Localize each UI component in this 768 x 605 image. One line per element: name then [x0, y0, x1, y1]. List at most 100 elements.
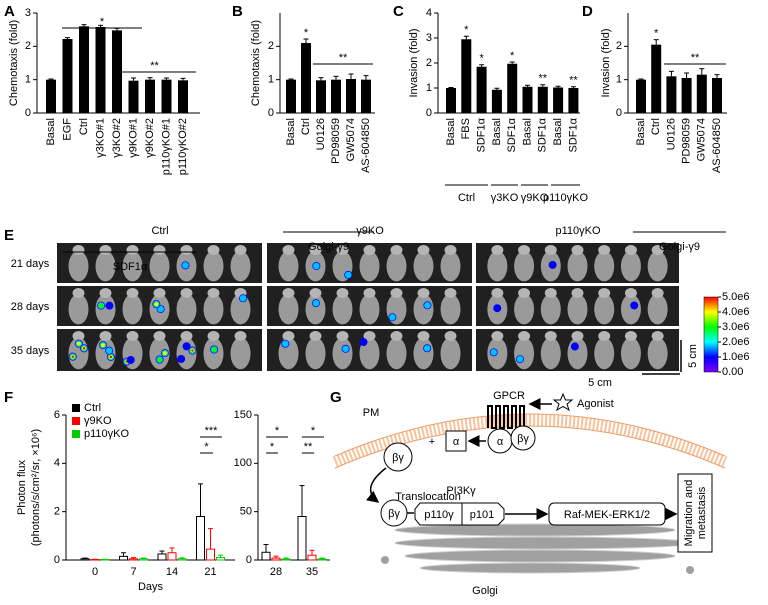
mouse [95, 251, 116, 282]
y-tick-label: 1 [25, 74, 31, 86]
significance-label: ** [150, 60, 159, 72]
signal-blob [163, 351, 167, 356]
mouse-head [336, 331, 349, 341]
signal-blob [182, 342, 191, 351]
mouse-head [624, 288, 637, 298]
mouse [413, 251, 434, 282]
golgi-cisterna [394, 536, 696, 550]
y-tick-label: 4 [426, 7, 432, 19]
mouse [386, 337, 407, 370]
mouse-head [363, 331, 376, 341]
x-tick-label: Basal [552, 118, 564, 146]
bar [145, 79, 155, 113]
mouse [122, 294, 143, 325]
signal-blob [389, 313, 396, 321]
mouse [440, 251, 461, 282]
x-tick-label: 7 [130, 566, 136, 578]
signal-blob [182, 262, 189, 269]
mouse-head [571, 331, 584, 341]
bar [161, 79, 172, 113]
mouse-head [444, 288, 457, 298]
x-tick-label: EGF [61, 118, 73, 141]
mouse-head [336, 245, 349, 255]
mouse-head [207, 331, 220, 341]
row-label: 35 days [11, 345, 50, 357]
bar [507, 63, 518, 113]
signal-blob [191, 349, 194, 352]
membrane-edge [334, 413, 726, 457]
signal-blob [126, 355, 135, 364]
group-label: γ9KO [521, 192, 549, 204]
mouse-head [309, 331, 322, 341]
y-tick-label: 1 [616, 74, 622, 86]
bar [79, 26, 89, 113]
alpha-label: α [497, 436, 504, 448]
signal-blob [105, 347, 113, 354]
x-tick-label: 14 [166, 566, 178, 578]
mouse [514, 294, 535, 325]
raf-box [548, 502, 666, 526]
bar [346, 79, 356, 113]
mouse [594, 251, 615, 282]
bar [476, 66, 487, 113]
column-label: p110γKO [555, 225, 600, 237]
mouse [278, 294, 299, 325]
signal-blob [313, 262, 320, 270]
mouse-head [417, 288, 430, 298]
signal-blob [423, 344, 431, 352]
bar [696, 74, 707, 113]
golgi-cisterna [404, 549, 676, 563]
significance-label: * [275, 425, 280, 437]
bar [206, 548, 215, 561]
y-tick-label: 2 [426, 57, 432, 69]
x-tick-label: 21 [204, 566, 216, 578]
mouse-head [491, 331, 504, 341]
x-tick-label: Basal [45, 118, 57, 146]
mouse [567, 337, 588, 370]
x-tick-label: SDF1α [567, 117, 579, 152]
agonist-label: Agonist [577, 398, 614, 410]
bar [157, 553, 167, 561]
x-tick-label: AS-604850 [711, 118, 723, 173]
mouse [332, 337, 353, 370]
x-tick-label: SDF1α [537, 117, 549, 152]
y-tick-label: 0 [268, 107, 274, 119]
bar [461, 39, 472, 113]
golgi-vesicle [686, 566, 694, 574]
x-tick-label: U0126 [665, 118, 677, 150]
mouse-head [153, 245, 166, 255]
x-tick-label: Ctrl [650, 118, 662, 135]
signal-blob [424, 301, 431, 309]
group-label: Ctrl [458, 192, 475, 204]
mouse-head [72, 288, 85, 298]
mouse-head [363, 288, 376, 298]
mouse-head [624, 245, 637, 255]
y-tick-label: 0 [616, 107, 622, 119]
pi3k-complex [414, 502, 505, 526]
mouse [68, 294, 89, 325]
signal-blob [76, 341, 81, 346]
y-tick-label: 2 [25, 40, 31, 52]
x-tick-label: Ctrl [78, 118, 90, 135]
bar [139, 558, 148, 561]
signal-blob [493, 304, 502, 313]
bar [196, 516, 205, 561]
bar [281, 558, 291, 561]
signal-blob [359, 338, 368, 347]
x-tick-label: Ctrl [300, 118, 312, 135]
mouse [359, 294, 380, 325]
legend-swatch [72, 430, 80, 438]
mouse-head [491, 245, 504, 255]
alpha-box [445, 430, 467, 452]
p101-label: p101 [470, 509, 494, 521]
mouse [230, 294, 251, 325]
mouse-head [282, 288, 295, 298]
mouse-head [309, 288, 322, 298]
mouse [203, 251, 224, 282]
mouse-head [544, 288, 557, 298]
mouse [413, 337, 434, 370]
translocation-label: Translocation [395, 491, 461, 503]
agonist-star [552, 392, 574, 412]
mouse [230, 337, 251, 370]
